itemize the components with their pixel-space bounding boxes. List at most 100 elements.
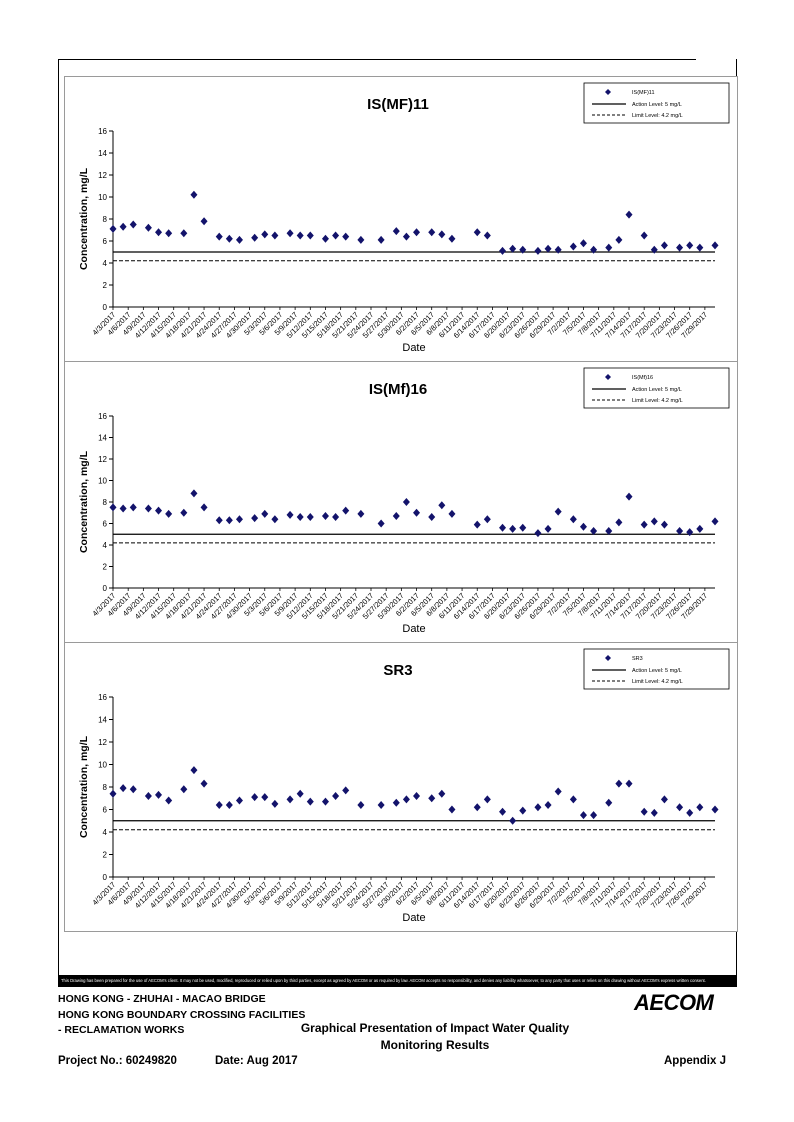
data-point-marker: [579, 239, 587, 248]
data-point-marker: [473, 228, 481, 237]
data-point-marker: [225, 234, 233, 243]
data-point-marker: [200, 779, 208, 788]
y-tick-label: 6: [103, 520, 108, 529]
y-axis-title: Concentration, mg/L: [78, 450, 90, 553]
data-point-marker: [686, 528, 694, 537]
data-point-marker: [155, 506, 163, 515]
data-point-marker: [251, 514, 259, 523]
data-point-marker: [428, 794, 436, 803]
legend-series-label: SR3: [632, 656, 643, 662]
data-point-marker: [534, 803, 542, 812]
appendix-label: Appendix J: [664, 1055, 726, 1067]
data-point-marker: [686, 808, 694, 817]
data-point-marker: [640, 807, 648, 816]
data-point-marker: [615, 779, 623, 788]
data-point-marker: [225, 801, 233, 809]
data-point-marker: [650, 808, 658, 817]
data-point-marker: [650, 517, 658, 526]
document-title-line2: Monitoring Results: [380, 1038, 490, 1052]
data-point-marker: [165, 229, 173, 238]
chart-ismf16: IS(Mf)16 0 2 4 6 8 10 12 14 16 Concentration, mg/L…: [78, 367, 730, 635]
data-point-marker: [342, 786, 350, 795]
data-point-marker: [235, 515, 243, 524]
legend-action-label: Action Level: 5 mg/L: [632, 668, 682, 674]
data-point-marker: [180, 785, 188, 794]
data-point-marker: [332, 231, 340, 240]
data-point-marker: [261, 793, 269, 802]
data-point-marker: [534, 246, 542, 255]
data-point-marker: [144, 792, 152, 800]
data-point-marker: [640, 231, 648, 240]
y-tick-label: 10: [98, 193, 107, 202]
data-point-marker: [605, 798, 613, 807]
data-point-marker: [640, 520, 648, 529]
data-point-marker: [711, 805, 719, 814]
data-point-marker: [686, 241, 694, 250]
legend-limit-label: Limit Level: 4.2 mg/L: [632, 398, 683, 404]
data-point-marker: [392, 798, 400, 807]
data-point-marker: [306, 513, 314, 522]
data-point-marker: [225, 516, 233, 525]
aecom-logo: AECOM: [634, 990, 714, 1015]
data-point-marker: [144, 504, 152, 513]
y-tick-label: 0: [103, 873, 108, 882]
data-point-marker: [499, 807, 507, 816]
data-point-marker: [119, 222, 127, 231]
data-point-marker: [544, 524, 552, 533]
data-point-marker: [286, 229, 294, 238]
data-point-marker: [448, 234, 456, 243]
data-point-marker: [109, 224, 117, 233]
data-point-marker: [190, 766, 198, 775]
data-point-marker: [676, 527, 684, 536]
data-point-marker: [402, 498, 410, 506]
y-tick-label: 4: [103, 259, 108, 268]
x-axis-title: Date: [402, 342, 425, 354]
y-tick-label: 0: [103, 584, 108, 593]
data-point-marker: [392, 227, 400, 236]
data-point-marker: [413, 228, 421, 237]
data-point-marker: [286, 510, 294, 519]
y-tick-label: 2: [103, 281, 108, 290]
project-number: Project No.: 60249820: [58, 1055, 177, 1067]
data-point-marker: [554, 787, 562, 796]
data-point-marker: [321, 511, 329, 520]
data-point-marker: [377, 235, 385, 244]
data-point-marker: [428, 513, 436, 522]
data-point-marker: [499, 523, 507, 532]
data-point-marker: [200, 503, 208, 512]
data-point-marker: [261, 509, 269, 518]
project-name-line1: HONG KONG - ZHUHAI - MACAO BRIDGE: [58, 993, 266, 1005]
data-point-marker: [190, 489, 198, 498]
y-tick-label: 10: [98, 761, 107, 770]
y-tick-label: 4: [103, 828, 108, 837]
data-point-marker: [261, 230, 269, 239]
data-point-marker: [251, 793, 259, 802]
data-point-marker: [215, 801, 223, 809]
data-point-marker: [332, 513, 340, 522]
data-point-marker: [625, 210, 633, 219]
data-point-marker: [377, 801, 385, 809]
data-point-marker: [129, 503, 137, 512]
data-point-marker: [129, 785, 137, 794]
data-point-marker: [499, 246, 507, 255]
data-point-marker: [660, 241, 668, 250]
data-point-marker: [321, 797, 329, 806]
data-point-marker: [696, 243, 704, 252]
data-point-marker: [200, 217, 208, 226]
legend-marker: [605, 374, 611, 380]
legend-action-label: Action Level: 5 mg/L: [632, 102, 682, 108]
data-point-marker: [119, 504, 127, 513]
data-point-marker: [569, 795, 577, 804]
data-point-marker: [413, 508, 421, 517]
data-point-marker: [483, 231, 491, 240]
data-point-marker: [180, 229, 188, 238]
data-point-marker: [235, 796, 243, 805]
data-point-marker: [509, 524, 517, 533]
data-point-marker: [590, 811, 598, 820]
document-title-line1: Graphical Presentation of Impact Water Q…: [300, 1021, 570, 1035]
data-point-marker: [676, 243, 684, 252]
data-point-marker: [286, 795, 294, 804]
legend-marker: [605, 655, 611, 661]
y-tick-label: 14: [98, 149, 107, 158]
data-point-marker: [428, 228, 436, 237]
